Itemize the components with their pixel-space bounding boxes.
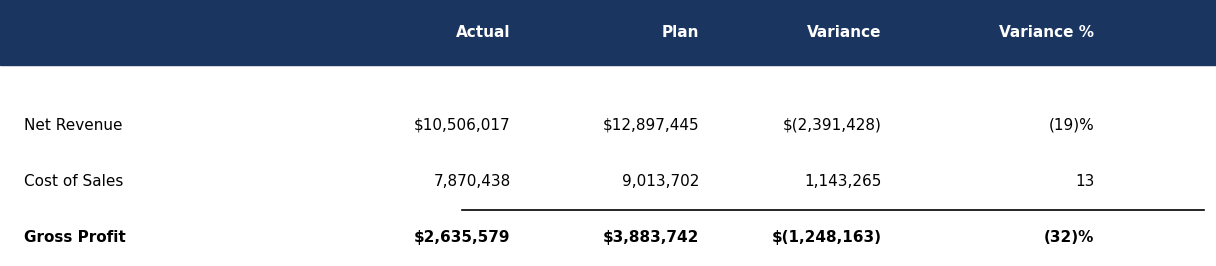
Text: $3,883,742: $3,883,742 (603, 230, 699, 245)
Bar (0, 0, 1216, 65)
Text: (32)%: (32)% (1045, 230, 1094, 245)
Text: 7,870,438: 7,870,438 (433, 174, 511, 189)
Text: (19)%: (19)% (1048, 118, 1094, 133)
Text: $12,897,445: $12,897,445 (603, 118, 699, 133)
Text: 1,143,265: 1,143,265 (804, 174, 882, 189)
Text: $(2,391,428): $(2,391,428) (783, 118, 882, 133)
Text: $10,506,017: $10,506,017 (415, 118, 511, 133)
Text: Cost of Sales: Cost of Sales (24, 174, 124, 189)
Text: Net Revenue: Net Revenue (24, 118, 123, 133)
Text: Gross Profit: Gross Profit (24, 230, 126, 245)
Text: Variance: Variance (807, 25, 882, 40)
Text: Plan: Plan (662, 25, 699, 40)
Text: Variance %: Variance % (1000, 25, 1094, 40)
Text: $(1,248,163): $(1,248,163) (772, 230, 882, 245)
Text: Actual: Actual (456, 25, 511, 40)
Text: 9,013,702: 9,013,702 (621, 174, 699, 189)
Text: $2,635,579: $2,635,579 (415, 230, 511, 245)
Text: 13: 13 (1075, 174, 1094, 189)
